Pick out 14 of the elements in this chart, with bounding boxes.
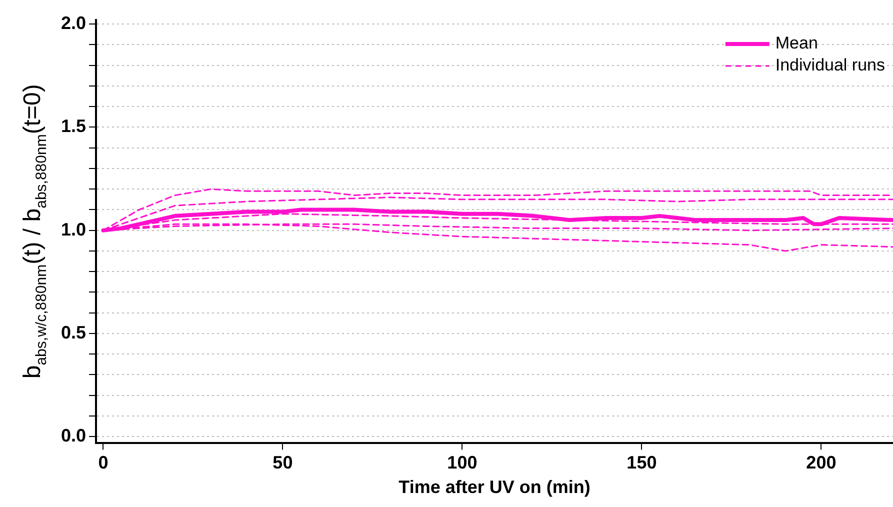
x-tick-label: 100 xyxy=(447,452,478,473)
y-tick-label: 1.5 xyxy=(60,116,86,136)
legend-label: Individual runs xyxy=(775,56,886,75)
legend-label: Mean xyxy=(775,34,818,53)
x-tick-label: 200 xyxy=(806,452,836,473)
x-tick-label: 50 xyxy=(272,452,293,473)
y-tick-label: 2.0 xyxy=(60,13,86,34)
x-tick-label: 150 xyxy=(626,452,657,473)
y-tick-label: 1.0 xyxy=(60,219,86,240)
y-axis-title: babs,w/c,880nm(t) / babs,880nm(t=0) xyxy=(19,84,50,379)
y-tick-label: 0.5 xyxy=(60,322,86,342)
x-tick-label: 0 xyxy=(98,452,108,473)
y-tick-label: 0.0 xyxy=(60,426,86,446)
x-axis-title: Time after UV on (min) xyxy=(398,477,590,498)
